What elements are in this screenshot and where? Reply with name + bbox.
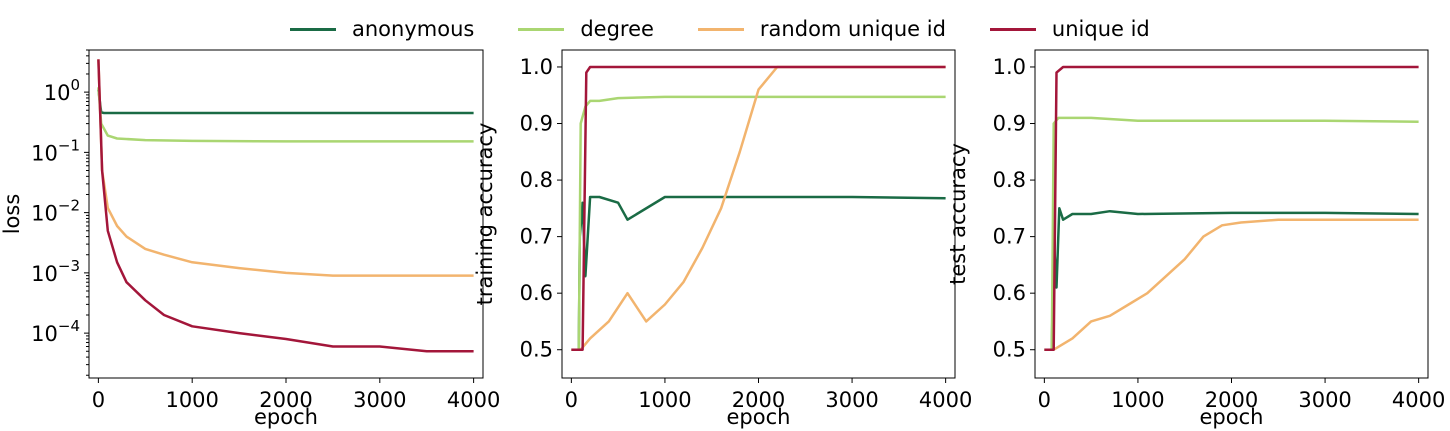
panel-test-accuracy: 0 1000 2000 3000 4000 0.5 0.6 0.7 0.8 0.9 1.0 epoch… [946,49,1445,429]
y-tick-label: 0.6 [520,281,553,305]
y-tick-label: 10−4 [31,317,80,346]
x-tick-label: 3000 [825,388,878,412]
series-line-anonymous [571,195,946,351]
x-tick-label: 4000 [447,388,500,412]
x-tick-label: 1000 [1111,388,1164,412]
y-tick-label-base: 10 [44,81,71,105]
series-line-anonymous [97,89,474,115]
legend-item-anonymous: anonymous [290,17,474,41]
series-line-anonymous [1044,207,1419,351]
y-tick-label: 0.9 [520,112,553,136]
x-tick-label: 1000 [638,388,691,412]
series-line-unique-id [97,59,474,353]
series-group [571,65,946,351]
x-tick-label: 0 [565,388,578,412]
series-line-degree [97,87,474,143]
y-tick-label: 0.7 [993,225,1026,249]
y-tick-label-exponent: −4 [58,317,80,335]
y-tick-label-exponent: −3 [58,257,80,275]
x-tick-label: 2000 [732,388,785,412]
y-tick-label: 10−3 [31,257,80,286]
legend-item-random-unique-id: random unique id [697,17,946,41]
series-line-unique-id [571,65,946,351]
y-axis-label: loss [0,194,24,235]
panel-training-accuracy: 0 1000 2000 3000 4000 0.5 0.6 0.7 0.8 0.9 1.0 epoch… [473,49,972,429]
x-tick-label: 4000 [1392,388,1445,412]
series-group [97,59,474,353]
y-tick-label-exponent: −1 [58,136,80,154]
y-tick-label: 10−2 [31,197,80,226]
series-line-random-unique-id [1044,218,1419,351]
legend-label-random-unique-id: random unique id [759,17,946,41]
y-tick-label: 10−1 [31,136,80,165]
y-tick-label-base: 10 [31,202,58,226]
y-tick-label: 0.9 [993,112,1026,136]
axes-frame [88,49,484,379]
x-tick-label: 1000 [165,388,218,412]
legend-swatch-degree [518,27,565,31]
x-tick-label: 0 [1038,388,1051,412]
series-line-degree [1044,116,1419,351]
x-tick-label: 0 [92,388,105,412]
y-tick-label: 0.5 [993,338,1026,362]
y-tick-label: 1.0 [993,55,1026,79]
y-tick-label-exponent: 0 [70,76,80,94]
legend-label-degree: degree [580,17,654,41]
series-group [1044,65,1419,351]
series-line-random-unique-id [571,65,946,351]
y-axis-label: test accuracy [946,143,970,285]
legend-label-anonymous: anonymous [352,17,475,41]
y-tick-label: 0.8 [993,168,1026,192]
y-tick-label: 1.0 [520,55,553,79]
legend-label-unique-id: unique id [1051,17,1150,41]
x-tick-label: 2000 [259,388,312,412]
x-axis-label: epoch [727,405,791,429]
y-axis-label: training accuracy [473,123,497,306]
legend-item-unique-id: unique id [989,17,1150,41]
x-tick-label: 3000 [1298,388,1351,412]
legend-item-degree: degree [518,17,654,41]
legend-swatch-anonymous [290,27,336,31]
series-line-unique-id [1044,65,1419,351]
x-tick-label: 3000 [353,388,406,412]
panel-loss: 0 1000 2000 3000 400010010−110−210−310−4epoc… [0,49,500,429]
series-line-random-unique-id [97,59,474,277]
legend-swatch-random-unique-id [697,27,744,31]
y-tick-label-base: 10 [31,141,58,165]
x-tick-label: 2000 [1205,388,1258,412]
y-tick-label: 100 [44,76,80,105]
y-tick-label: 0.5 [520,338,553,362]
y-tick-label-exponent: −2 [58,197,80,215]
y-tick-label: 0.8 [520,168,553,192]
x-tick-label: 4000 [919,388,972,412]
x-axis-label: epoch [254,405,318,429]
legend-swatch-unique-id [989,27,1036,31]
y-tick-label: 0.7 [520,225,553,249]
y-tick-label-base: 10 [31,262,58,286]
y-tick-label-base: 10 [31,322,58,346]
y-tick-label: 0.6 [993,281,1026,305]
x-axis-label: epoch [1200,405,1264,429]
series-line-degree [571,95,946,351]
chart-legend: anonymous degree random unique id unique… [290,12,1194,46]
